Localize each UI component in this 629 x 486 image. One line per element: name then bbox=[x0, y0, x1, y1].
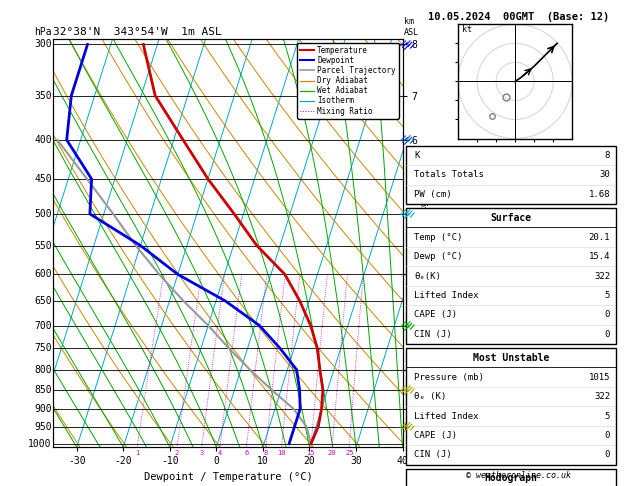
Text: LCL: LCL bbox=[403, 423, 418, 432]
Text: 32°38'N  343°54'W  1m ASL: 32°38'N 343°54'W 1m ASL bbox=[53, 27, 222, 37]
Text: CAPE (J): CAPE (J) bbox=[414, 311, 457, 319]
Text: 750: 750 bbox=[34, 344, 52, 353]
Text: 8: 8 bbox=[604, 151, 610, 160]
Text: 25: 25 bbox=[345, 450, 353, 456]
Text: 450: 450 bbox=[34, 174, 52, 184]
Text: 300: 300 bbox=[34, 39, 52, 50]
Text: ≡: ≡ bbox=[404, 133, 419, 147]
Text: 500: 500 bbox=[34, 209, 52, 219]
Text: 550: 550 bbox=[34, 241, 52, 250]
Text: 0: 0 bbox=[604, 311, 610, 319]
Text: 15: 15 bbox=[306, 450, 315, 456]
Text: 950: 950 bbox=[34, 422, 52, 432]
Text: 1000: 1000 bbox=[28, 439, 52, 449]
Text: ≡: ≡ bbox=[398, 418, 414, 435]
Text: 20: 20 bbox=[328, 450, 337, 456]
Text: 5: 5 bbox=[604, 291, 610, 300]
Text: 8: 8 bbox=[264, 450, 268, 456]
Text: ≡: ≡ bbox=[398, 382, 414, 398]
Text: CIN (J): CIN (J) bbox=[414, 451, 452, 459]
Text: CIN (J): CIN (J) bbox=[414, 330, 452, 339]
Text: 15.4: 15.4 bbox=[589, 252, 610, 261]
Text: © weatheronline.co.uk: © weatheronline.co.uk bbox=[467, 471, 571, 480]
Text: 1015: 1015 bbox=[589, 373, 610, 382]
Text: 0: 0 bbox=[604, 451, 610, 459]
Legend: Temperature, Dewpoint, Parcel Trajectory, Dry Adiabat, Wet Adiabat, Isotherm, Mi: Temperature, Dewpoint, Parcel Trajectory… bbox=[297, 43, 399, 119]
Text: Dewp (°C): Dewp (°C) bbox=[414, 252, 462, 261]
Text: 0: 0 bbox=[604, 330, 610, 339]
Text: Surface: Surface bbox=[491, 213, 532, 223]
Text: θₑ(K): θₑ(K) bbox=[414, 272, 441, 280]
Text: 10: 10 bbox=[277, 450, 286, 456]
Text: ≡: ≡ bbox=[404, 37, 419, 52]
Text: 350: 350 bbox=[34, 90, 52, 101]
Text: hPa: hPa bbox=[34, 27, 52, 37]
Text: 650: 650 bbox=[34, 296, 52, 306]
Y-axis label: Mixing Ratio (g/kg): Mixing Ratio (g/kg) bbox=[420, 195, 429, 291]
Text: 10.05.2024  00GMT  (Base: 12): 10.05.2024 00GMT (Base: 12) bbox=[428, 12, 610, 22]
Text: km
ASL: km ASL bbox=[404, 17, 419, 37]
Text: Hodograph: Hodograph bbox=[484, 473, 538, 483]
Text: ≡: ≡ bbox=[404, 207, 419, 221]
Text: 0: 0 bbox=[604, 431, 610, 440]
Text: 400: 400 bbox=[34, 135, 52, 145]
Text: K: K bbox=[414, 151, 420, 160]
Text: 5: 5 bbox=[604, 412, 610, 420]
Text: 1: 1 bbox=[135, 450, 140, 456]
Text: Lifted Index: Lifted Index bbox=[414, 291, 479, 300]
Text: ≡: ≡ bbox=[398, 317, 414, 334]
Text: ≡: ≡ bbox=[398, 206, 414, 222]
Text: 700: 700 bbox=[34, 320, 52, 330]
Text: 1.68: 1.68 bbox=[589, 190, 610, 199]
Text: 6: 6 bbox=[244, 450, 248, 456]
Text: Pressure (mb): Pressure (mb) bbox=[414, 373, 484, 382]
Text: 800: 800 bbox=[34, 365, 52, 375]
Text: 20.1: 20.1 bbox=[589, 233, 610, 242]
Text: ≡: ≡ bbox=[404, 383, 419, 397]
Text: Most Unstable: Most Unstable bbox=[473, 353, 549, 363]
Text: θₑ (K): θₑ (K) bbox=[414, 392, 447, 401]
Text: ≡: ≡ bbox=[398, 36, 414, 53]
Text: 3: 3 bbox=[199, 450, 204, 456]
Text: 900: 900 bbox=[34, 404, 52, 414]
Text: 2: 2 bbox=[175, 450, 179, 456]
Text: kt: kt bbox=[462, 25, 472, 34]
Text: 850: 850 bbox=[34, 385, 52, 395]
Text: PW (cm): PW (cm) bbox=[414, 190, 452, 199]
Text: 600: 600 bbox=[34, 269, 52, 279]
Text: ≡: ≡ bbox=[404, 420, 419, 434]
Text: 30: 30 bbox=[599, 171, 610, 179]
Text: Totals Totals: Totals Totals bbox=[414, 171, 484, 179]
Text: ≡: ≡ bbox=[398, 132, 414, 148]
Text: CAPE (J): CAPE (J) bbox=[414, 431, 457, 440]
X-axis label: Dewpoint / Temperature (°C): Dewpoint / Temperature (°C) bbox=[143, 472, 313, 482]
Text: 322: 322 bbox=[594, 272, 610, 280]
Text: Temp (°C): Temp (°C) bbox=[414, 233, 462, 242]
Text: 322: 322 bbox=[594, 392, 610, 401]
Text: ≡: ≡ bbox=[404, 318, 419, 332]
Text: Lifted Index: Lifted Index bbox=[414, 412, 479, 420]
Text: 4: 4 bbox=[218, 450, 222, 456]
